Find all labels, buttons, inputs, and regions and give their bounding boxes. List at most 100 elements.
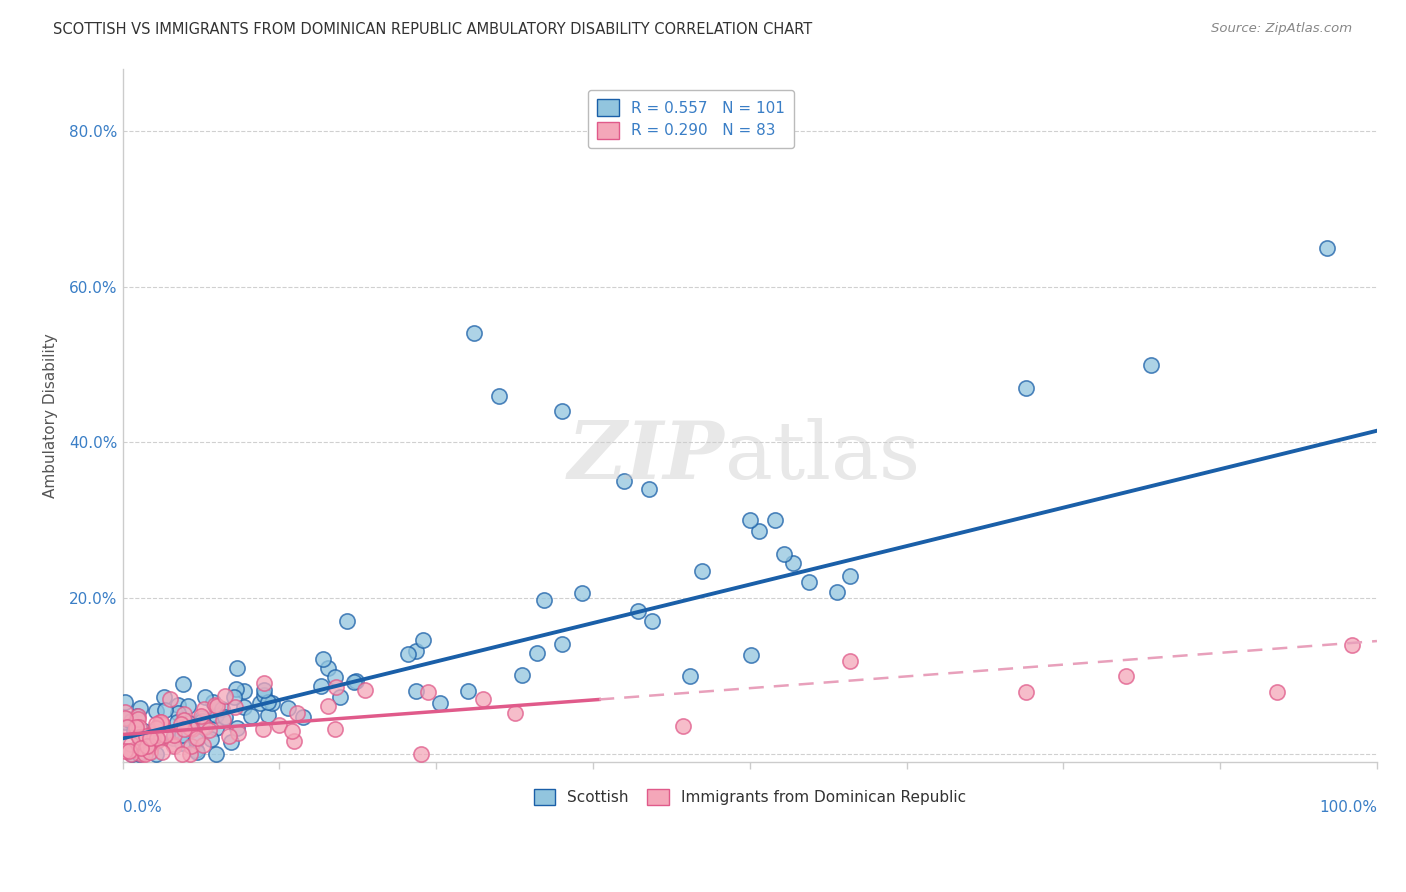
Point — [336, 614, 359, 628]
Point — [145, 747, 167, 761]
Point — [141, 727, 163, 741]
Point — [312, 652, 335, 666]
Point — [488, 389, 510, 403]
Point — [129, 747, 152, 761]
Point — [839, 653, 862, 667]
Point — [117, 720, 139, 734]
Point — [128, 746, 150, 760]
Point — [226, 661, 249, 675]
Point — [167, 698, 190, 713]
Point — [146, 732, 169, 747]
Point — [405, 644, 427, 658]
Point — [142, 731, 165, 745]
Point — [172, 747, 194, 761]
Point — [214, 689, 236, 703]
Point — [191, 711, 214, 725]
Point — [173, 677, 195, 691]
Point — [211, 702, 233, 716]
Point — [180, 739, 202, 753]
Point — [354, 682, 377, 697]
Point — [797, 574, 820, 589]
Point — [240, 709, 263, 723]
Point — [232, 700, 254, 714]
Point — [155, 729, 177, 743]
Point — [125, 720, 148, 734]
Point — [418, 684, 440, 698]
Point — [309, 679, 332, 693]
Point — [122, 743, 145, 757]
Point — [146, 731, 169, 746]
Point — [253, 688, 276, 702]
Point — [135, 729, 157, 743]
Point — [222, 690, 245, 705]
Point — [214, 710, 236, 724]
Point — [1340, 638, 1362, 652]
Legend: Scottish, Immigrants from Dominican Republic: Scottish, Immigrants from Dominican Repu… — [526, 781, 973, 814]
Point — [170, 736, 193, 750]
Point — [179, 715, 201, 730]
Point — [283, 733, 305, 747]
Point — [343, 674, 366, 689]
Point — [550, 636, 572, 650]
Point — [277, 700, 299, 714]
Text: 100.0%: 100.0% — [1319, 800, 1376, 815]
Point — [186, 745, 208, 759]
Point — [257, 695, 280, 709]
Point — [128, 738, 150, 752]
Point — [257, 707, 280, 722]
Point — [128, 720, 150, 734]
Point — [773, 547, 796, 561]
Point — [145, 717, 167, 731]
Point — [253, 676, 276, 690]
Point — [134, 747, 156, 761]
Point — [139, 739, 162, 753]
Point — [131, 744, 153, 758]
Point — [153, 703, 176, 717]
Point — [173, 722, 195, 736]
Text: SCOTTISH VS IMMIGRANTS FROM DOMINICAN REPUBLIC AMBULATORY DISABILITY CORRELATION: SCOTTISH VS IMMIGRANTS FROM DOMINICAN RE… — [53, 22, 813, 37]
Point — [117, 713, 139, 727]
Point — [1115, 669, 1137, 683]
Point — [136, 739, 159, 754]
Point — [212, 713, 235, 727]
Point — [226, 721, 249, 735]
Point — [186, 733, 208, 747]
Point — [146, 732, 169, 747]
Point — [219, 735, 242, 749]
Point — [838, 569, 860, 583]
Point — [1316, 241, 1339, 255]
Point — [193, 702, 215, 716]
Point — [153, 690, 176, 705]
Point — [166, 714, 188, 729]
Point — [194, 720, 217, 734]
Point — [671, 719, 693, 733]
Point — [170, 728, 193, 742]
Point — [186, 743, 208, 757]
Point — [131, 739, 153, 754]
Point — [198, 723, 221, 738]
Point — [139, 731, 162, 745]
Point — [138, 739, 160, 754]
Point — [638, 482, 661, 496]
Point — [285, 706, 308, 721]
Point — [316, 661, 339, 675]
Point — [129, 701, 152, 715]
Point — [145, 722, 167, 736]
Point — [162, 731, 184, 745]
Point — [571, 585, 593, 599]
Point — [200, 732, 222, 747]
Point — [194, 690, 217, 704]
Point — [316, 698, 339, 713]
Point — [782, 556, 804, 570]
Point — [159, 692, 181, 706]
Point — [128, 730, 150, 744]
Point — [396, 648, 419, 662]
Point — [679, 669, 702, 683]
Point — [204, 708, 226, 723]
Point — [129, 735, 152, 749]
Point — [167, 706, 190, 721]
Point — [740, 648, 762, 663]
Point — [177, 698, 200, 713]
Point — [125, 708, 148, 723]
Point — [138, 745, 160, 759]
